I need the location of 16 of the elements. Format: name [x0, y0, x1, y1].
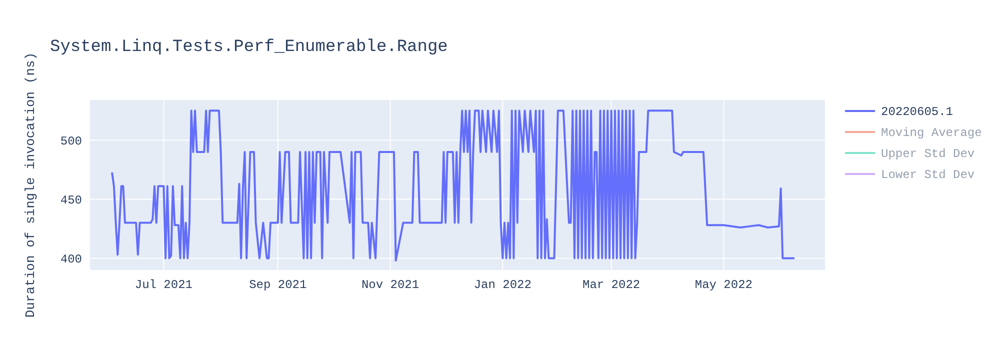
- x-tick-label: May 2022: [694, 278, 752, 292]
- x-tick-label: Sep 2021: [249, 278, 307, 292]
- line-series: [111, 110, 795, 262]
- legend-label: Lower Std Dev: [881, 168, 975, 182]
- chart-title: System.Linq.Tests.Perf_Enumerable.Range: [50, 38, 448, 57]
- x-tick-label: Nov 2021: [361, 278, 420, 292]
- legend-label: Upper Std Dev: [881, 147, 975, 162]
- y-tick-label: 500: [60, 134, 82, 148]
- x-tick-label: Jan 2022: [474, 278, 532, 292]
- y-axis-title: Duration of single invocation (ns): [23, 52, 38, 318]
- y-tick-label: 400: [60, 252, 82, 266]
- legend-label: 20220605.1: [881, 105, 954, 120]
- y-tick-label: 450: [60, 193, 82, 208]
- x-tick-label: Mar 2022: [582, 278, 640, 292]
- legend-label: Moving Average: [881, 126, 982, 140]
- x-tick-label: Jul 2021: [134, 278, 192, 292]
